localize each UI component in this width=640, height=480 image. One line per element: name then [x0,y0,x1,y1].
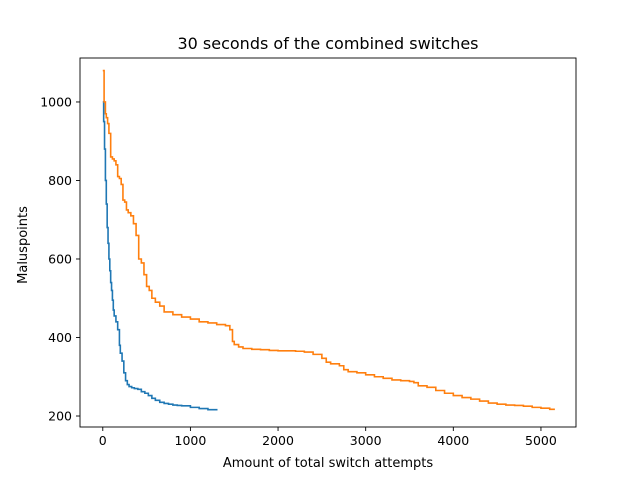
y-tick-label: 200 [48,409,72,424]
y-tick-label: 600 [48,251,72,266]
x-tick-label: 3000 [350,433,382,448]
x-tick-label: 5000 [525,433,557,448]
plot-area [102,69,555,411]
series-line-1 [102,101,218,411]
chart-title: 30 seconds of the combined switches [177,34,478,53]
plot-frame [79,57,577,428]
x-axis-label: Amount of total switch attempts [223,456,434,471]
y-tick-label: 800 [48,173,72,188]
x-tick-label: 2000 [262,433,294,448]
x-tick-label: 0 [99,433,107,448]
y-tick-label: 400 [48,330,72,345]
x-tick-label: 4000 [437,433,469,448]
x-tick-label: 1000 [175,433,207,448]
series-line-2 [102,69,555,411]
axes: 0 1000 2000 3000 4000 5000 200 400 600 800 1000 [40,57,577,448]
y-tick-label: 1000 [40,94,72,109]
y-axis-label: Maluspoints [16,206,31,284]
